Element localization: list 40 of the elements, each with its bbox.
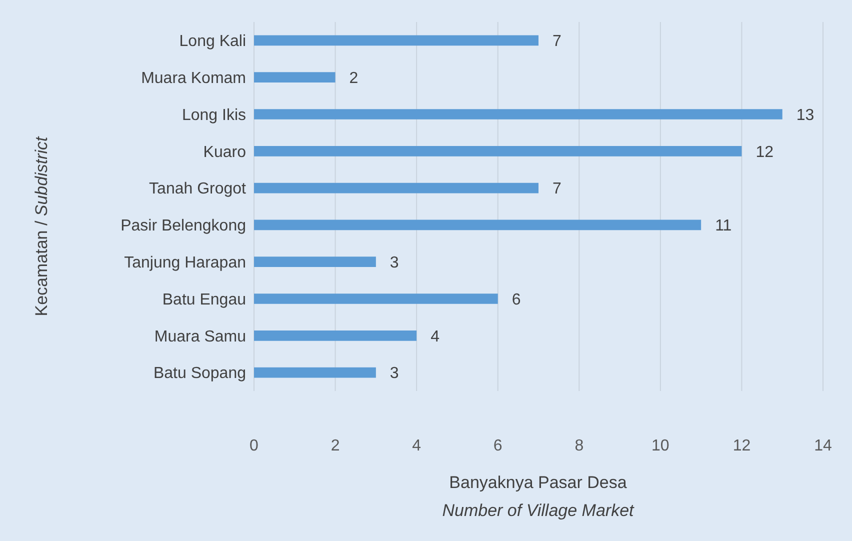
data-label: 3 xyxy=(390,254,399,272)
x-tick-label: 4 xyxy=(412,437,422,454)
y-tick-label: Batu Engau xyxy=(162,291,246,308)
y-tick-label: Kuaro xyxy=(203,144,246,161)
bar xyxy=(254,220,702,230)
x-tick-label: 2 xyxy=(330,437,340,454)
x-tick-label: 6 xyxy=(493,437,502,454)
y-tick-label: Long Kali xyxy=(179,33,246,50)
data-label: 6 xyxy=(512,291,521,308)
y-tick-label: Muara Komam xyxy=(141,70,246,88)
y-tick-label: Muara Samu xyxy=(154,328,246,346)
y-axis-title: Kecamatan / Subdistrict xyxy=(32,135,51,316)
y-tick-label: Long Ikis xyxy=(182,106,246,124)
data-label: 3 xyxy=(390,365,399,382)
bar xyxy=(254,256,376,268)
x-tick-label: 0 xyxy=(250,437,259,454)
y-tick-label: Pasir Belengkong xyxy=(120,218,246,235)
bar xyxy=(254,72,336,83)
data-label: 2 xyxy=(349,70,358,88)
data-label: 7 xyxy=(552,33,562,50)
bar xyxy=(254,182,538,194)
x-tick-label: 12 xyxy=(732,437,751,454)
y-tick-label: Tanjung Harapan xyxy=(124,254,246,272)
bar xyxy=(254,146,742,156)
data-label: 12 xyxy=(756,144,774,161)
x-tick-label: 14 xyxy=(814,437,832,454)
x-tick-label: 10 xyxy=(652,437,670,454)
x-axis-title: Banyaknya Pasar Desa Number of Village Market xyxy=(442,473,636,520)
data-label: 7 xyxy=(552,180,562,198)
y-tick-label: Tanah Grogot xyxy=(149,180,247,198)
bar xyxy=(254,35,538,46)
data-label: 13 xyxy=(796,106,814,124)
data-label: 4 xyxy=(430,328,440,346)
data-label: 11 xyxy=(715,218,732,235)
y-tick-label: Batu Sopang xyxy=(153,365,246,382)
x-tick-label: 8 xyxy=(574,437,584,454)
bar xyxy=(254,330,417,341)
bar xyxy=(254,367,376,378)
bar xyxy=(254,109,782,120)
bar xyxy=(254,294,498,304)
